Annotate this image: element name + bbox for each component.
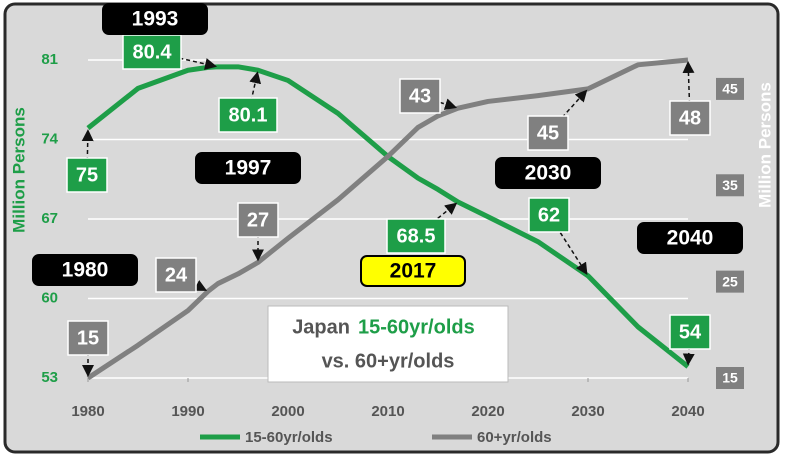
year-callout-box (360, 255, 466, 287)
y2-tick-label: 15 (722, 370, 738, 386)
annotation-box (237, 202, 279, 238)
y-tick-label: 81 (41, 51, 58, 68)
x-tick-label: 2010 (371, 403, 404, 420)
annotation-label: 15 (77, 327, 99, 349)
y2-tick-box (716, 270, 744, 293)
y2-tick-label: 35 (722, 177, 738, 193)
year-callout-label: 2017 (390, 260, 437, 283)
y2-tick-box (716, 174, 744, 197)
y2-tick-label: 45 (722, 81, 738, 97)
y2-axis-label: Million Persons (755, 82, 774, 208)
y-tick-label: 67 (41, 210, 58, 227)
annotation-box (399, 78, 441, 114)
y-tick-label: 74 (41, 130, 58, 147)
annotation-box (66, 157, 108, 193)
chart-title: vs. 60+yr/olds (322, 350, 455, 372)
annotation-label: 80.4 (133, 41, 173, 63)
annotation-arrow (548, 214, 588, 275)
annotation-box (218, 97, 278, 133)
x-tick-label: 2020 (471, 403, 504, 420)
annotation-label: 48 (679, 107, 701, 129)
year-callout-box (637, 222, 743, 254)
annotation-box (528, 197, 570, 233)
annotation-label: 24 (165, 264, 188, 286)
year-callout-box (495, 157, 601, 189)
year-callout-label: 1997 (225, 157, 272, 180)
annotation-label: 43 (409, 85, 431, 107)
annotation-label: 80.1 (229, 104, 268, 126)
year-callout-box (102, 3, 208, 35)
annotation-label: 45 (537, 122, 559, 144)
y-axis-label: Million Persons (9, 107, 28, 233)
year-callout-label: 1993 (132, 8, 179, 31)
annotation-box (67, 320, 109, 356)
y-tick-label: 53 (41, 369, 58, 386)
annotation-box (669, 100, 711, 136)
annotation-box (386, 218, 446, 254)
year-callout-box (32, 254, 138, 286)
chart-title: 15-60yr/olds (358, 316, 475, 338)
y2-tick-label: 25 (722, 273, 738, 289)
annotation-label: 75 (76, 164, 98, 186)
x-tick-label: 2000 (271, 403, 304, 420)
annotation-label: 27 (247, 209, 269, 231)
x-tick-label: 1980 (71, 403, 104, 420)
year-callout-box (195, 152, 301, 184)
chart-title: Japan (292, 316, 350, 338)
y2-tick-box (716, 77, 744, 100)
annotation-box (669, 314, 711, 350)
year-callout-label: 2030 (525, 162, 572, 185)
annotation-label: 54 (679, 321, 702, 343)
annotation-box (527, 115, 569, 151)
x-tick-label: 1990 (171, 403, 204, 420)
year-callout-label: 2040 (667, 227, 714, 250)
legend-label: 60+yr/olds (477, 429, 552, 446)
annotation-label: 68.5 (397, 225, 436, 247)
series-line (86, 57, 689, 381)
annotation-box (155, 257, 197, 293)
x-tick-label: 2030 (571, 403, 604, 420)
year-callout-label: 1980 (62, 259, 109, 282)
annotation-label: 62 (538, 204, 560, 226)
y2-tick-box (716, 367, 744, 389)
x-tick-label: 2040 (671, 403, 704, 420)
y-tick-label: 60 (41, 289, 58, 306)
legend-label: 15-60yr/olds (245, 429, 333, 446)
title-box (267, 305, 509, 383)
